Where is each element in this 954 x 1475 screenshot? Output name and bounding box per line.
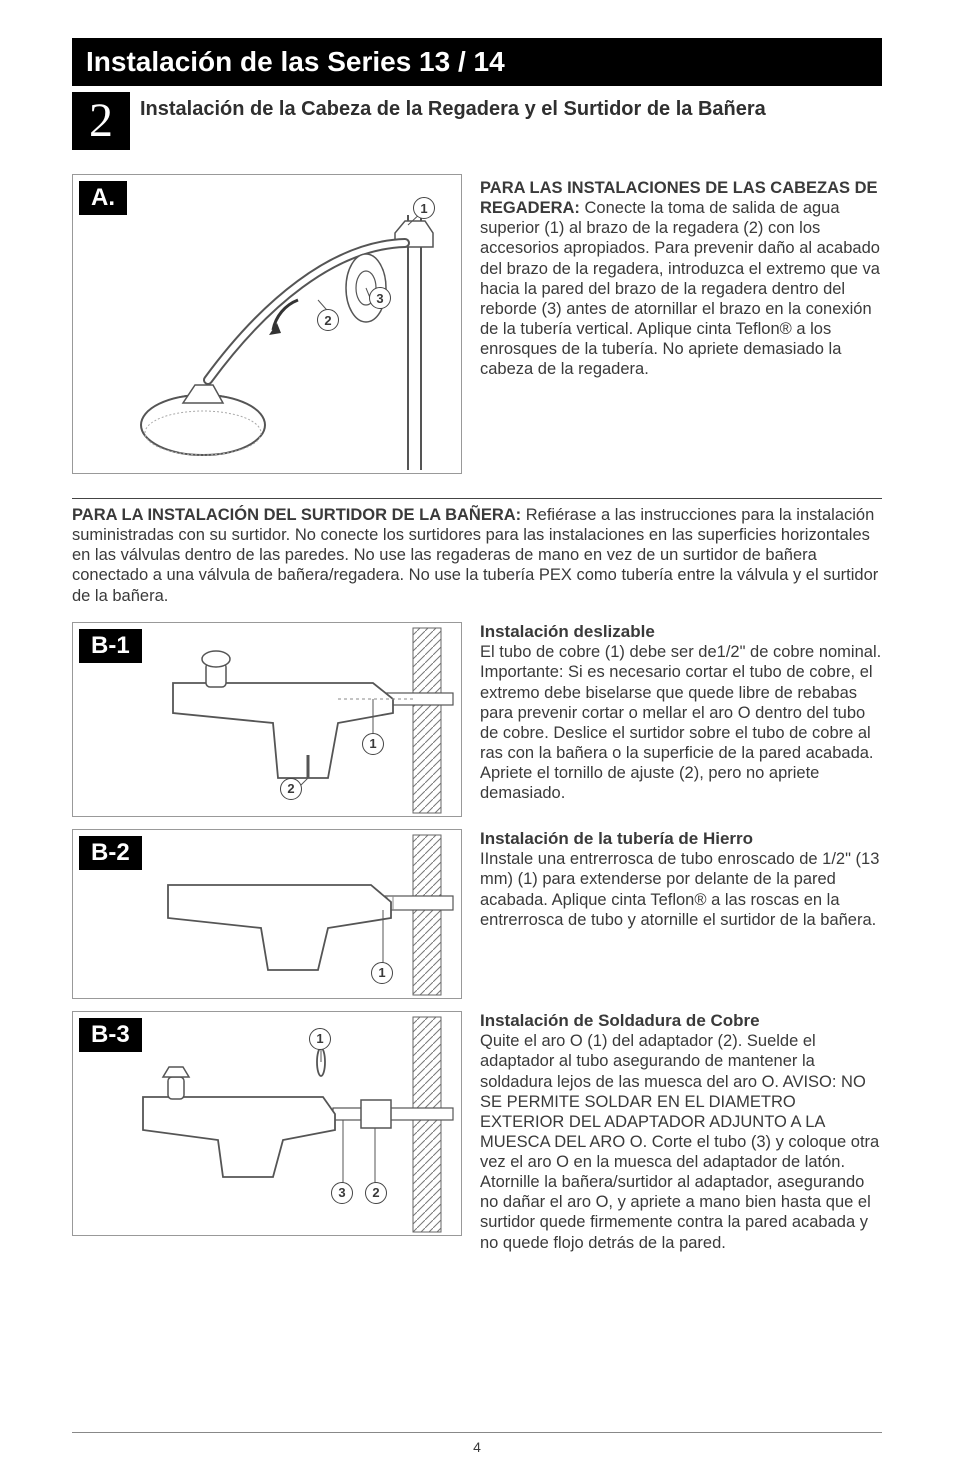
divider-para: PARA LA INSTALACIÓN DEL SURTIDOR DE LA B… xyxy=(72,505,882,606)
step-title: Instalación de la Cabeza de la Regadera … xyxy=(130,92,766,121)
diagram-a: A. xyxy=(72,174,462,474)
b3-text: Instalación de Soldadura de Cobre Quite … xyxy=(480,1011,882,1253)
b3-title: Instalación de Soldadura de Cobre xyxy=(480,1011,882,1032)
callout-b2-1: 1 xyxy=(371,962,393,984)
row-b2: B-2 1 Instalación de la tubería de Hierr xyxy=(72,829,882,999)
b2-text: Instalación de la tubería de Hierro IIns… xyxy=(480,829,882,999)
b3-body: Quite el aro O (1) del adaptador (2). Su… xyxy=(480,1032,879,1251)
callout-b3-3: 3 xyxy=(331,1182,353,1204)
row-b3: B-3 xyxy=(72,1011,882,1253)
divider xyxy=(72,498,882,499)
callout-b1-1: 1 xyxy=(362,733,384,755)
section-a-body: Conecte la toma de salida de agua superi… xyxy=(480,199,880,378)
diagram-b3-label: B-3 xyxy=(79,1018,142,1052)
b1-body: El tubo de cobre (1) debe ser de1/2" de … xyxy=(480,643,881,802)
b-sections: B-1 xyxy=(72,622,882,1253)
title-bar: Instalación de las Series 13 / 14 xyxy=(72,38,882,86)
step-number-box: 2 xyxy=(72,92,130,150)
callout-a-3: 3 xyxy=(369,287,391,309)
callout-b3-1: 1 xyxy=(309,1028,331,1050)
diagram-b1: B-1 xyxy=(72,622,462,817)
callout-a-2: 2 xyxy=(317,309,339,331)
page-footer: 4 xyxy=(0,1432,954,1455)
callout-b3-2: 2 xyxy=(365,1182,387,1204)
diagram-a-svg xyxy=(73,175,463,475)
diagram-b1-label: B-1 xyxy=(79,629,142,663)
callout-b1-2: 2 xyxy=(280,778,302,800)
section-a: A. xyxy=(72,174,882,474)
step-row: 2 Instalación de la Cabeza de la Regader… xyxy=(72,92,882,150)
page-number: 4 xyxy=(473,1439,481,1455)
divider-para-heading: PARA LA INSTALACIÓN DEL SURTIDOR DE LA B… xyxy=(72,506,526,524)
diagram-b3: B-3 xyxy=(72,1011,462,1236)
callout-a-1: 1 xyxy=(413,197,435,219)
diagram-b2: B-2 1 xyxy=(72,829,462,999)
b2-body: IInstale una entrerrosca de tubo enrosca… xyxy=(480,850,879,928)
diagram-b2-label: B-2 xyxy=(79,836,142,870)
row-b1: B-1 xyxy=(72,622,882,817)
b1-text: Instalación deslizable El tubo de cobre … xyxy=(480,622,882,817)
diagram-a-label: A. xyxy=(79,181,127,215)
section-a-text: PARA LAS INSTALACIONES DE LAS CABEZAS DE… xyxy=(480,174,882,474)
b1-title: Instalación deslizable xyxy=(480,622,882,643)
b2-title: Instalación de la tubería de Hierro xyxy=(480,829,882,850)
